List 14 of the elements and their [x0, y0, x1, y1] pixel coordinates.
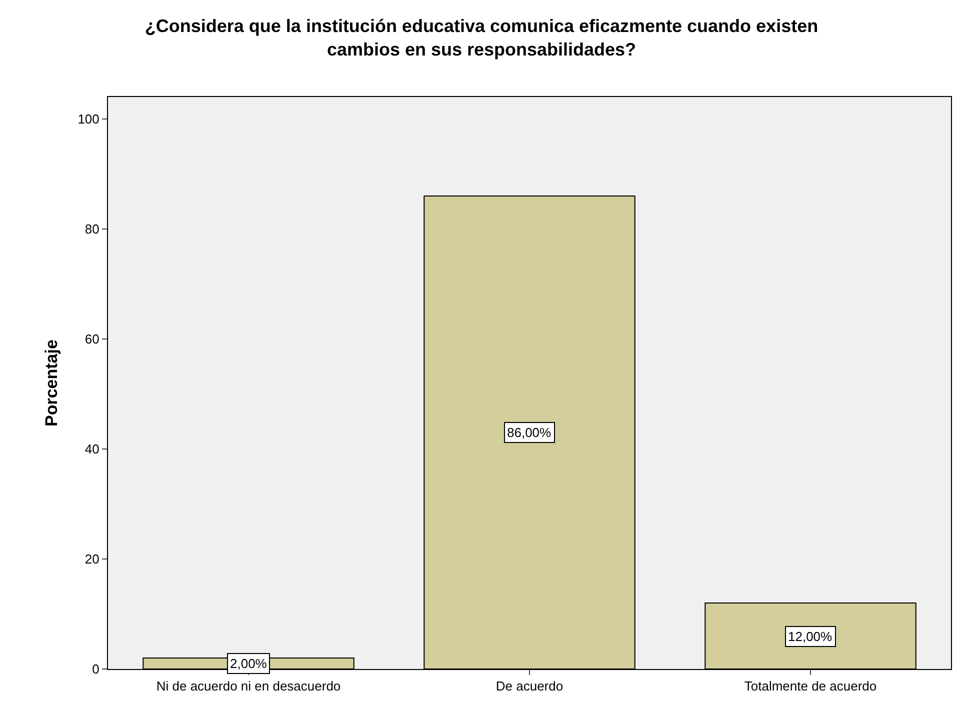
x-tick-label: De acuerdo	[496, 678, 564, 694]
y-tick-label: 20	[84, 552, 100, 567]
data-label: 86,00%	[507, 425, 552, 440]
y-tick-label: 60	[84, 332, 100, 347]
data-label: 12,00%	[788, 629, 833, 644]
y-tick-label: 80	[84, 222, 100, 237]
y-tick-label: 100	[78, 112, 100, 127]
data-label: 2,00%	[230, 656, 268, 671]
y-axis-title: Porcentaje	[42, 340, 62, 426]
y-tick-label: 40	[84, 442, 100, 457]
y-tick-label: 0	[92, 662, 100, 677]
x-tick-label: Ni de acuerdo ni en desacuerdo	[156, 678, 341, 694]
chart-title: ¿Considera que la institución educativa comunica eficazmente cuando existen cambios en sus responsabilidades?	[144, 16, 818, 60]
x-tick-label: Totalmente de acuerdo	[744, 678, 877, 694]
